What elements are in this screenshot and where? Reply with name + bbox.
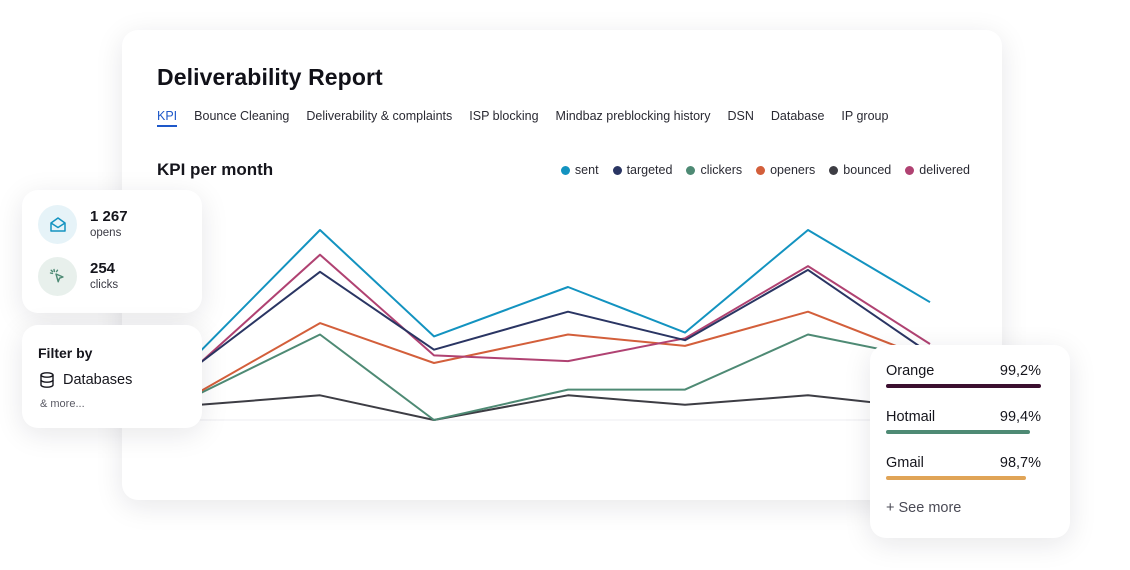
legend-dot xyxy=(905,165,915,175)
filter-card: Filter by Databases & more... xyxy=(22,325,202,428)
legend-label: delivered xyxy=(919,163,970,177)
stat-opens-label: opens xyxy=(90,227,122,239)
legend-item-targeted[interactable]: targeted xyxy=(612,163,673,177)
legend-label: clickers xyxy=(700,163,743,177)
legend-dot xyxy=(756,165,766,175)
tab-kpi[interactable]: KPI xyxy=(157,109,178,127)
tab-database[interactable]: Database xyxy=(770,109,825,123)
isp-bar-hotmail xyxy=(886,430,1031,434)
legend-dot xyxy=(612,165,622,175)
tab-preblocking-history[interactable]: Mindbaz preblocking history xyxy=(555,109,711,123)
isp-row-gmail: Gmail 98,7% xyxy=(886,455,1041,480)
legend-item-delivered[interactable]: delivered xyxy=(905,163,970,177)
legend-item-sent[interactable]: sent xyxy=(560,163,599,177)
stat-opens: 1 267 opens xyxy=(38,205,128,244)
isp-name: Gmail xyxy=(886,455,924,471)
page-title: Deliverability Report xyxy=(157,64,383,90)
filter-title: Filter by xyxy=(38,345,93,361)
see-more-link[interactable]: + See more xyxy=(886,500,962,516)
tab-isp-blocking[interactable]: ISP blocking xyxy=(469,109,539,123)
tab-ip-group[interactable]: IP group xyxy=(841,109,889,123)
legend-dot xyxy=(686,165,696,175)
tab-deliverability-complaints[interactable]: Deliverability & complaints xyxy=(306,109,453,123)
stats-card: 1 267 opens 254 clicks xyxy=(22,190,202,313)
tab-bounce-cleaning[interactable]: Bounce Cleaning xyxy=(194,109,290,123)
isp-value: 98,7% xyxy=(999,455,1041,471)
legend-item-bounced[interactable]: bounced xyxy=(829,163,891,177)
isp-bar-orange xyxy=(886,384,1041,388)
filter-option-label: Databases xyxy=(63,372,133,388)
legend-label: sent xyxy=(574,163,599,177)
legend-item-openers[interactable]: openers xyxy=(756,163,815,177)
isp-value: 99,4% xyxy=(999,409,1041,425)
chart-legend: sent targeted clickers openers bounced d… xyxy=(560,163,970,177)
tab-dsn[interactable]: DSN xyxy=(727,109,754,123)
legend-label: bounced xyxy=(843,163,892,177)
isp-card: Orange 99,2% Hotmail 99,4% Gmail 98,7% +… xyxy=(870,345,1070,538)
legend-label: targeted xyxy=(626,163,673,177)
database-icon xyxy=(40,372,54,388)
isp-value: 99,2% xyxy=(999,363,1041,379)
isp-name: Hotmail xyxy=(886,409,936,425)
isp-row-orange: Orange 99,2% xyxy=(886,363,1041,388)
legend-label: openers xyxy=(770,163,816,177)
legend-dot xyxy=(829,165,839,175)
stat-opens-value: 1 267 xyxy=(90,208,128,225)
isp-bar-gmail xyxy=(886,476,1026,480)
report-tabs: KPI Bounce Cleaning Deliverability & com… xyxy=(157,109,888,127)
isp-row-hotmail: Hotmail 99,4% xyxy=(886,409,1041,434)
stat-clicks-value: 254 xyxy=(90,260,116,277)
cursor-click-icon xyxy=(38,257,77,296)
envelope-open-icon xyxy=(38,205,77,244)
filter-more-link[interactable]: & more... xyxy=(40,398,85,410)
legend-item-clickers[interactable]: clickers xyxy=(686,163,742,177)
stat-clicks-label: clicks xyxy=(90,279,119,291)
chart-title: KPI per month xyxy=(157,160,274,179)
stat-clicks: 254 clicks xyxy=(38,257,118,296)
isp-name: Orange xyxy=(886,363,935,379)
legend-dot xyxy=(560,165,570,175)
filter-option-databases[interactable]: Databases xyxy=(38,371,132,389)
